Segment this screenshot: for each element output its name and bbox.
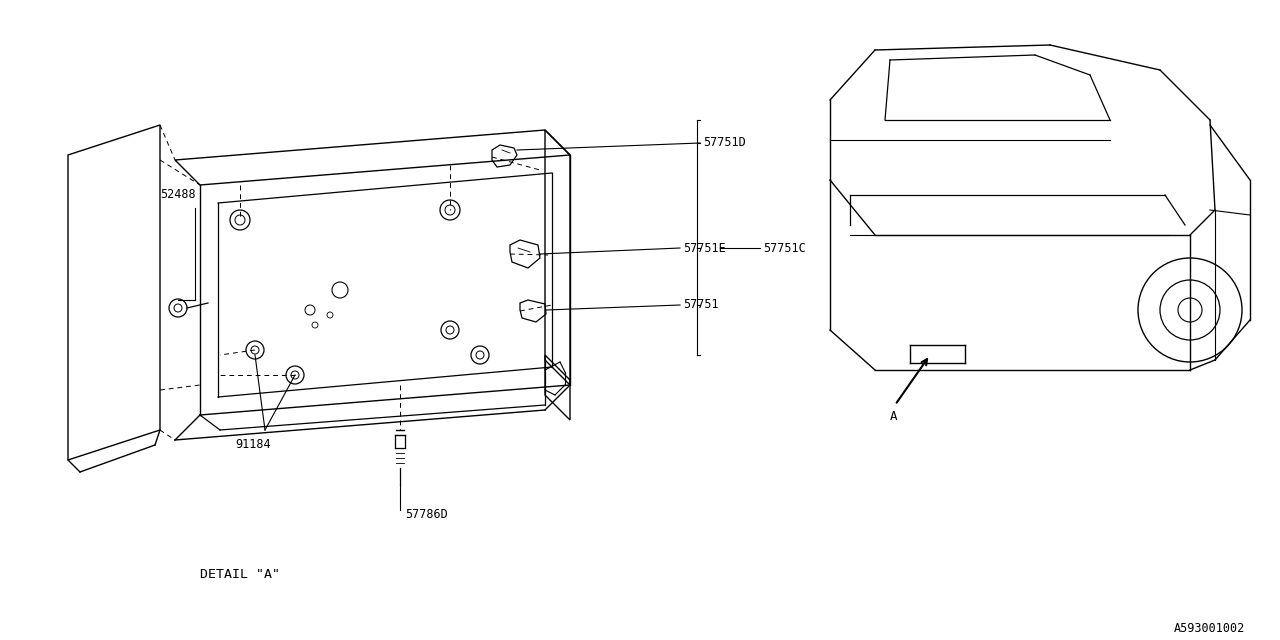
Text: DETAIL "A": DETAIL "A" xyxy=(200,568,280,582)
Text: 91184: 91184 xyxy=(236,438,270,451)
Text: 52488: 52488 xyxy=(160,189,196,202)
Text: 57751E: 57751E xyxy=(684,241,726,255)
Text: 57751D: 57751D xyxy=(703,136,746,150)
Text: 57786D: 57786D xyxy=(404,509,448,522)
Text: A593001002: A593001002 xyxy=(1174,621,1245,634)
Text: 57751C: 57751C xyxy=(763,241,805,255)
Text: 57751: 57751 xyxy=(684,298,718,312)
Text: A: A xyxy=(890,410,897,424)
